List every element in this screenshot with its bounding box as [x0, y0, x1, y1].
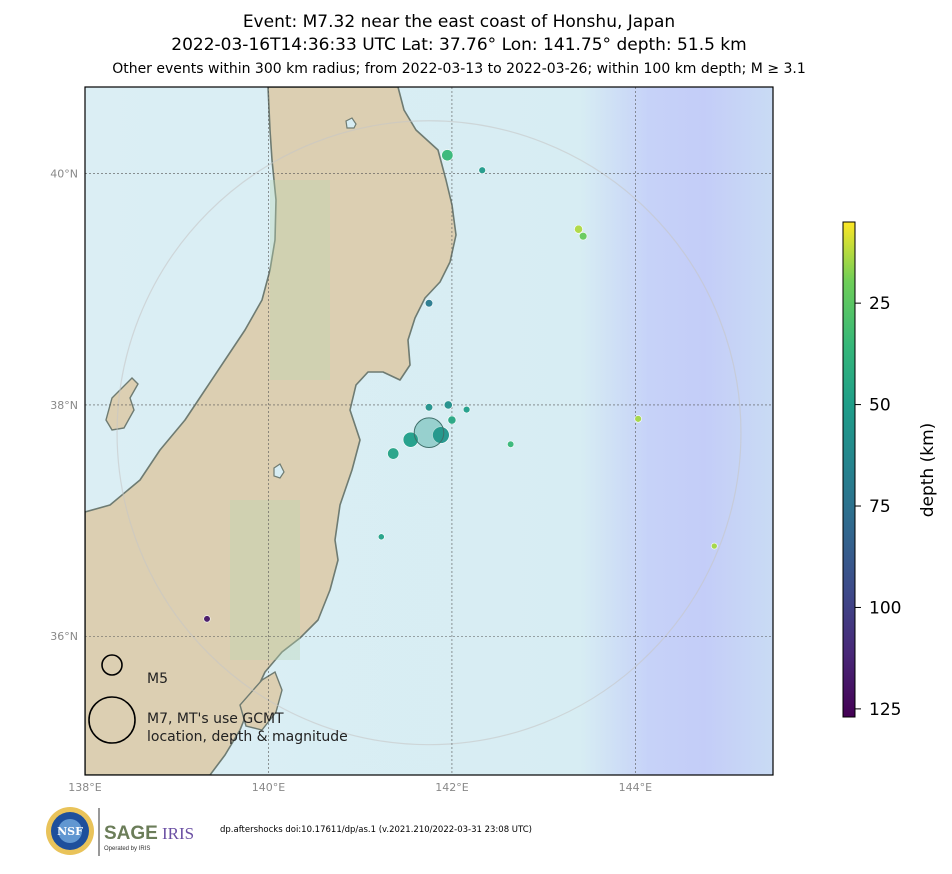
event-marker: [377, 533, 385, 541]
latitude-tick-label: 40°N: [50, 168, 78, 181]
colorbar-tick-label: 75: [869, 497, 891, 517]
map-frame: [84, 86, 774, 776]
axis-ticks: 138°E 140°E 142°E 144°E 36°N 38°N 40°N: [50, 168, 652, 794]
colorbar-tick-label: 125: [869, 700, 901, 720]
map-title: Event: M7.32 near the east coast of Hons…: [242, 12, 676, 32]
event-marker: [424, 299, 434, 308]
nsf-seal-icon: NSF: [46, 807, 94, 855]
longitude-tick-label: 138°E: [68, 781, 101, 794]
sage-wordmark: SAGE: [104, 823, 158, 844]
event-marker: [387, 447, 400, 460]
event-markers: [203, 149, 718, 623]
event-marker: [424, 403, 434, 412]
legend-m7-sublabel: location, depth & magnitude: [147, 729, 348, 745]
vegetation-shade: [230, 500, 300, 660]
longitude-tick-label: 142°E: [435, 781, 468, 794]
sage-iris-logo: NSF SAGE IRIS Operated by IRIS: [46, 807, 194, 856]
event-filter-description: Other events within 300 km radius; from …: [112, 61, 806, 77]
colorbar-tick-label: 50: [869, 396, 891, 416]
event-marker: [447, 415, 457, 425]
event-marker: [634, 415, 642, 423]
sado-island: [105, 377, 139, 431]
operated-by-text: Operated by IRIS: [104, 846, 150, 852]
event-marker: [203, 615, 211, 623]
event-marker: [462, 405, 471, 414]
iris-wordmark: IRIS: [162, 824, 194, 843]
search-radius-circle: [116, 120, 742, 746]
mainshock-layer: [413, 417, 445, 449]
colorbar-label: depth (km): [918, 423, 938, 518]
legend-m7-label: M7, MT's use GCMT: [147, 711, 284, 727]
vegetation-shade: [270, 180, 330, 380]
colorbar-ticks: 25 50 75 100 125: [855, 294, 901, 720]
honshu-landmass: [85, 87, 457, 775]
event-marker: [441, 149, 454, 162]
depth-colorbar: [842, 221, 856, 718]
longitude-tick-label: 140°E: [252, 781, 285, 794]
event-marker: [710, 542, 718, 550]
legend-m7-circle: [88, 696, 136, 744]
lake-inawashiro: [273, 463, 285, 479]
lake-towada: [345, 117, 357, 129]
latitude-tick-label: 36°N: [50, 630, 78, 643]
boso-peninsula: [239, 670, 283, 731]
event-marker: [478, 166, 486, 174]
svg-text:NSF: NSF: [57, 825, 83, 838]
event-marker: [578, 231, 588, 241]
latitude-tick-label: 38°N: [50, 399, 78, 412]
event-marker: [574, 224, 583, 234]
longitude-tick-label: 144°E: [619, 781, 652, 794]
colorbar-tick-label: 25: [869, 294, 891, 314]
legend-m5-circle: [101, 654, 123, 676]
event-marker: [432, 426, 450, 444]
event-marker: [443, 400, 453, 410]
event-details: 2022-03-16T14:36:33 UTC Lat: 37.76° Lon:…: [171, 35, 747, 55]
colorbar-tick-label: 100: [869, 598, 901, 618]
data-product-credit: dp.aftershocks doi:10.17611/dp/as.1 (v.2…: [220, 825, 532, 835]
event-marker: [507, 440, 515, 448]
mainshock-marker: [413, 417, 445, 449]
legend-m5-label: M5: [147, 671, 168, 687]
